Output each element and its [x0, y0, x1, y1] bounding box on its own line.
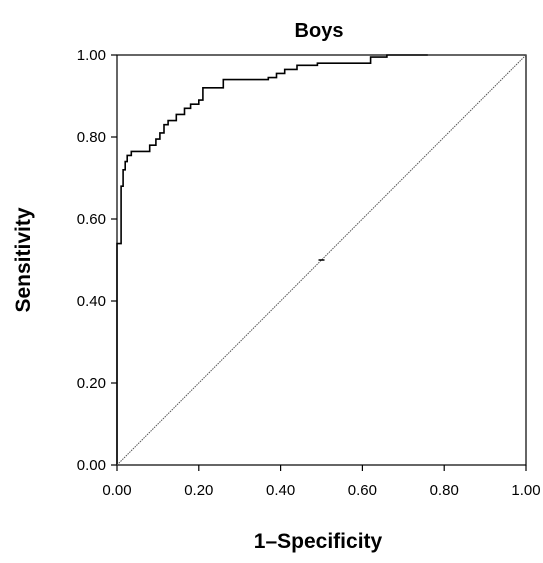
chart-title: Boys — [295, 20, 344, 42]
y-tick-label: 0.00 — [77, 457, 106, 474]
y-axis-label: Sensitivity — [12, 207, 35, 312]
x-axis-label: 1–Specificity — [254, 530, 383, 553]
roc-curve-line — [116, 54, 428, 465]
series-layer — [116, 54, 527, 466]
y-tick-label: 0.40 — [77, 293, 106, 310]
y-tick-label: 0.20 — [77, 375, 106, 392]
y-tick-label: 0.80 — [77, 129, 106, 146]
x-tick-label: 0.80 — [430, 482, 459, 499]
x-tick-label: 0.60 — [348, 482, 377, 499]
reference-diagonal-line — [116, 54, 527, 466]
axis-ticks: 0.00 0.20 0.40 0.60 0.80 1.00 0.00 0.20 0.40 0.60… — [77, 47, 541, 499]
x-tick-label: 0.40 — [266, 482, 295, 499]
x-tick-label: 0.00 — [102, 482, 131, 499]
x-tick-label: 1.00 — [511, 482, 540, 499]
x-tick-label: 0.20 — [184, 482, 213, 499]
y-tick-label: 0.60 — [77, 211, 106, 228]
y-tick-label: 1.00 — [77, 47, 106, 64]
